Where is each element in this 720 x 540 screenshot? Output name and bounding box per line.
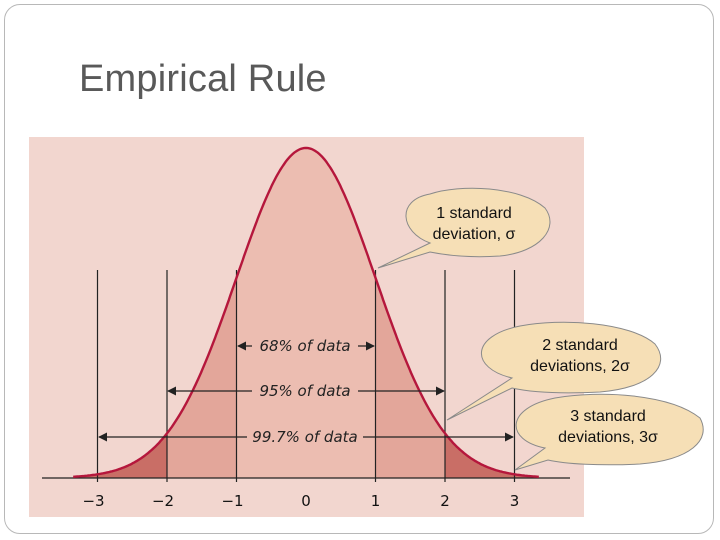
- x-tick-label: −2: [152, 492, 174, 510]
- x-tick-label: 0: [301, 492, 311, 510]
- x-tick-label: −1: [221, 492, 243, 510]
- x-tick-label: 1: [371, 492, 381, 510]
- callout-two-sd-line2: deviations, 2σ: [530, 358, 630, 375]
- callout-two-sd: [446, 321, 661, 421]
- callout-one-sd-line2: deviation, σ: [433, 226, 516, 243]
- label-bg-95: [252, 380, 358, 402]
- callout-three-sd-line1: 3 standard: [570, 408, 646, 425]
- callout-two-sd-line1: 2 standard: [542, 337, 618, 354]
- callout-three-sd-line2: deviations, 3σ: [558, 429, 658, 446]
- normal-curve: [73, 146, 539, 478]
- label-99-7-percent: 99.7% of data: [252, 428, 357, 446]
- callout-one-sd-line1: 1 standard: [436, 205, 512, 222]
- x-tick-group: −3 −2 −1 0 1 2 3: [82, 492, 519, 510]
- label-95-percent: 95% of data: [259, 382, 350, 400]
- x-tick-label: 2: [440, 492, 450, 510]
- label-bg-68: [252, 335, 358, 357]
- x-tick-label: 3: [510, 492, 520, 510]
- label-68-percent: 68% of data: [259, 337, 350, 355]
- callout-three-sd: [514, 393, 704, 471]
- label-bg-99-7: [247, 426, 363, 448]
- callout-one-sd: [377, 187, 551, 269]
- sd-vertical-lines: [96, 270, 516, 482]
- slide-title: Empirical Rule: [79, 58, 327, 100]
- x-tick-label: −3: [82, 492, 104, 510]
